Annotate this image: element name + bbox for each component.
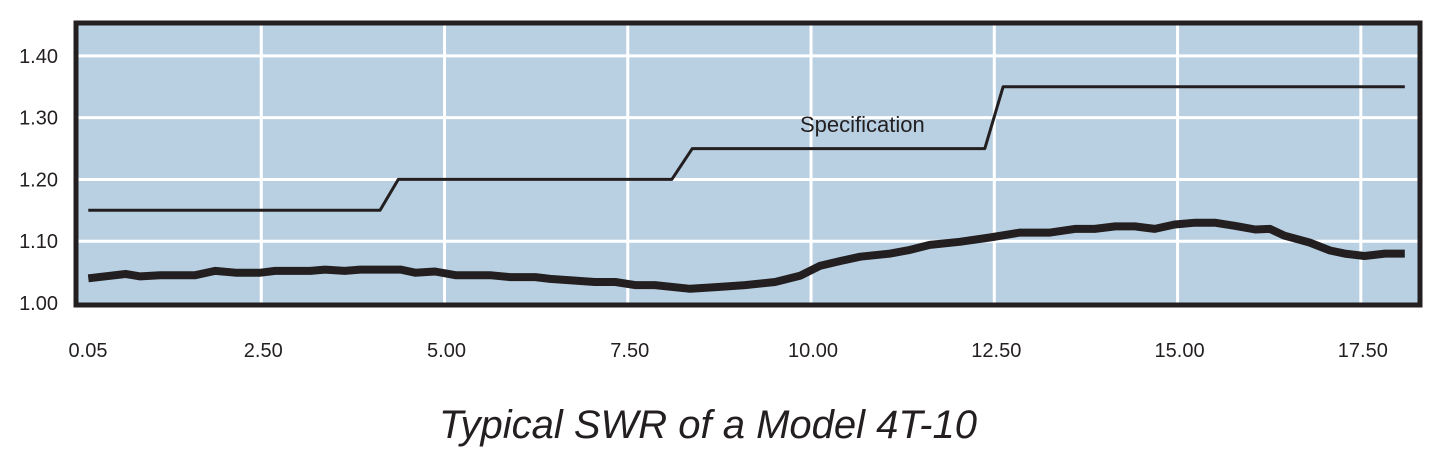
- specification-label: Specification: [800, 112, 925, 137]
- chart-title: Typical SWR of a Model 4T-10: [439, 403, 977, 447]
- series-lines: [87, 85, 1405, 293]
- x-tick-label: 7.50: [610, 340, 649, 362]
- x-tick-label: 12.50: [971, 340, 1021, 362]
- measured-swr-line: [87, 218, 1405, 293]
- plot-frame: [73, 20, 1423, 308]
- grid-lines: [78, 25, 1418, 303]
- x-tick-label: 15.00: [1155, 340, 1205, 362]
- y-axis-ticks: 1.00 1.10 1.20 1.30 1.40: [19, 46, 58, 315]
- specification-line: [88, 85, 1405, 212]
- x-tick-label: 17.50: [1338, 340, 1388, 362]
- x-axis-ticks: 0.05 2.50 5.00 7.50 10.00 12.50 15.00 17.50: [69, 340, 1388, 362]
- y-tick-label: 1.00: [19, 293, 58, 315]
- y-tick-label: 1.10: [19, 231, 58, 253]
- plot-area: [78, 25, 1418, 303]
- y-tick-label: 1.40: [19, 46, 58, 68]
- x-tick-label: 5.00: [427, 340, 466, 362]
- x-tick-label: 10.00: [788, 340, 838, 362]
- x-tick-label: 2.50: [244, 340, 283, 362]
- y-tick-label: 1.30: [19, 108, 58, 130]
- x-tick-label: 0.05: [69, 340, 108, 362]
- y-tick-label: 1.20: [19, 169, 58, 191]
